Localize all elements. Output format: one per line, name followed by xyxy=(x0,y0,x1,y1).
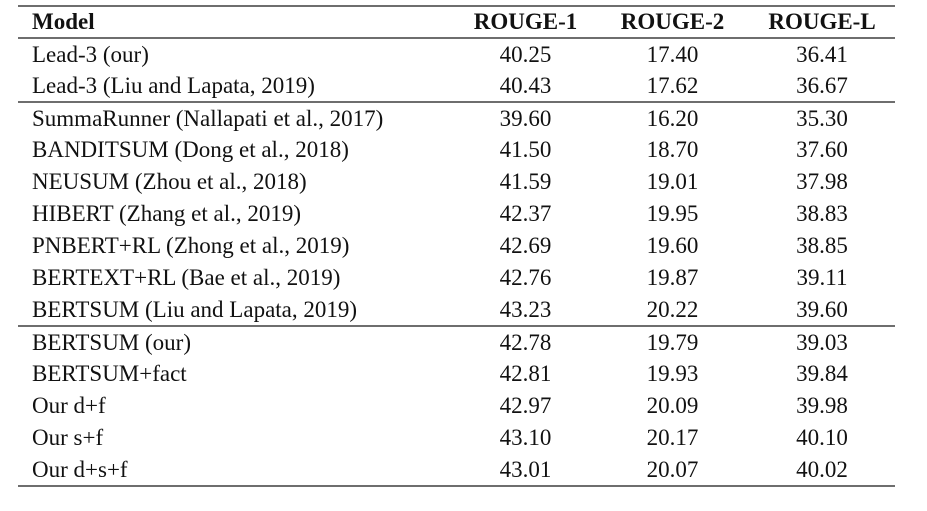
score-cell: 42.78 xyxy=(499,329,552,355)
score-cell: 36.41 xyxy=(796,41,848,67)
column-header-rouge-1: ROUGE-1 xyxy=(473,9,578,34)
model-cell: PNBERT+RL (Zhong et al., 2019) xyxy=(32,233,350,258)
model-cell: HIBERT (Zhang et al., 2019) xyxy=(32,201,302,226)
table-row: BERTSUM (our) 42.78 19.79 39.03 xyxy=(18,326,895,358)
score-cell: 36.67 xyxy=(796,72,848,98)
section-lead-baselines: Lead-3 (our) 40.25 17.40 36.41 Lead-3 (Liu a… xyxy=(18,38,895,102)
table-row: PNBERT+RL (Zhong et al., 2019) 42.69 19.60… xyxy=(18,230,895,262)
score-cell: 40.10 xyxy=(796,425,848,450)
table-row: HIBERT (Zhang et al., 2019) 42.37 19.95 38.… xyxy=(18,198,895,230)
model-cell: NEUSUM (Zhou et al., 2018) xyxy=(32,169,307,194)
score-cell: 37.60 xyxy=(796,137,848,162)
score-cell: 42.81 xyxy=(499,361,552,386)
score-cell: 42.97 xyxy=(499,393,552,418)
score-cell: 18.70 xyxy=(646,137,699,162)
score-cell: 20.17 xyxy=(646,425,699,450)
column-header-rouge-l: ROUGE-L xyxy=(768,9,876,34)
score-cell: 40.43 xyxy=(499,72,552,98)
score-cell: 35.30 xyxy=(796,105,848,131)
model-cell: SummaRunner (Nallapati et al., 2017) xyxy=(32,105,384,131)
score-cell: 41.59 xyxy=(499,169,552,194)
model-cell: BANDITSUM (Dong et al., 2018) xyxy=(32,137,349,162)
score-cell: 20.22 xyxy=(646,296,699,322)
table-row: BERTSUM+fact 42.81 19.93 39.84 xyxy=(18,358,895,390)
score-cell: 16.20 xyxy=(646,105,699,131)
table-row: NEUSUM (Zhou et al., 2018) 41.59 19.01 37.9… xyxy=(18,166,895,198)
table-row: Lead-3 (Liu and Lapata, 2019) 40.43 17.62 3… xyxy=(18,70,895,102)
table-row: BANDITSUM (Dong et al., 2018) 41.50 18.70 3… xyxy=(18,134,895,166)
score-cell: 20.09 xyxy=(646,393,699,418)
score-cell: 37.98 xyxy=(796,169,848,194)
score-cell: 38.83 xyxy=(796,201,848,226)
table-row: Our s+f 43.10 20.17 40.10 xyxy=(18,422,895,454)
score-cell: 38.85 xyxy=(796,233,848,258)
table-row: SummaRunner (Nallapati et al., 2017) 39.6… xyxy=(18,102,895,134)
score-cell: 39.60 xyxy=(499,105,552,131)
score-cell: 17.40 xyxy=(646,41,699,67)
score-cell: 19.79 xyxy=(646,329,699,355)
score-cell: 39.11 xyxy=(796,265,848,290)
section-our-models: BERTSUM (our) 42.78 19.79 39.03 BERTSUM+fact… xyxy=(18,326,895,486)
table-row: Our d+s+f 43.01 20.07 40.02 xyxy=(18,454,895,486)
model-cell: BERTSUM (Liu and Lapata, 2019) xyxy=(32,296,358,322)
score-cell: 20.07 xyxy=(646,456,699,482)
score-cell: 42.37 xyxy=(499,201,552,226)
table-row: BERTEXT+RL (Bae et al., 2019) 42.76 19.87 3… xyxy=(18,262,895,294)
score-cell: 40.02 xyxy=(796,456,848,482)
table-row: Lead-3 (our) 40.25 17.40 36.41 xyxy=(18,38,895,70)
header-row: Model ROUGE-1 ROUGE-2 ROUGE-L xyxy=(18,6,895,38)
model-cell: Lead-3 (our) xyxy=(32,41,149,67)
score-cell: 39.60 xyxy=(796,296,848,322)
score-cell: 19.95 xyxy=(646,201,699,226)
score-cell: 43.23 xyxy=(499,296,552,322)
paper-table-figure: Model ROUGE-1 ROUGE-2 ROUGE-L Lead-3 (ou… xyxy=(0,5,927,511)
column-header-rouge-2: ROUGE-2 xyxy=(620,9,725,34)
score-cell: 17.62 xyxy=(646,72,699,98)
model-cell: Our s+f xyxy=(32,425,104,450)
score-cell: 19.93 xyxy=(646,361,699,386)
score-cell: 19.60 xyxy=(646,233,699,258)
score-cell: 43.01 xyxy=(499,456,552,482)
score-cell: 39.84 xyxy=(796,361,848,386)
model-cell: Our d+s+f xyxy=(32,456,128,482)
score-cell: 39.03 xyxy=(796,329,848,355)
results-table: Model ROUGE-1 ROUGE-2 ROUGE-L Lead-3 (ou… xyxy=(18,5,895,487)
score-cell: 43.10 xyxy=(499,425,552,450)
score-cell: 41.50 xyxy=(499,137,552,162)
model-cell: Our d+f xyxy=(32,393,106,418)
table-row: BERTSUM (Liu and Lapata, 2019) 43.23 20.22… xyxy=(18,294,895,326)
score-cell: 40.25 xyxy=(499,41,552,67)
table-row: Our d+f 42.97 20.09 39.98 xyxy=(18,390,895,422)
model-cell: BERTEXT+RL (Bae et al., 2019) xyxy=(32,265,341,290)
score-cell: 19.87 xyxy=(646,265,699,290)
model-cell: BERTSUM (our) xyxy=(32,329,191,355)
model-cell: Lead-3 (Liu and Lapata, 2019) xyxy=(32,72,315,98)
section-prior-work: SummaRunner (Nallapati et al., 2017) 39.6… xyxy=(18,102,895,326)
score-cell: 42.69 xyxy=(499,233,552,258)
model-cell: BERTSUM+fact xyxy=(32,361,187,386)
score-cell: 39.98 xyxy=(796,393,848,418)
score-cell: 19.01 xyxy=(646,169,699,194)
column-header-model: Model xyxy=(32,9,95,34)
score-cell: 42.76 xyxy=(499,265,552,290)
